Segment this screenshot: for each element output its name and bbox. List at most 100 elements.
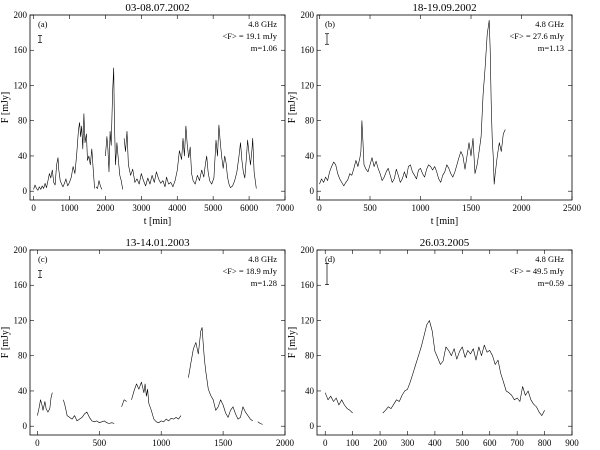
x-tick-label: 7000: [276, 203, 295, 213]
panel-title: 26.03.2005: [420, 237, 470, 249]
mean-flux-label: <F> = 49.5 mJy: [509, 266, 564, 276]
x-tick-label: 1500: [214, 438, 233, 448]
x-tick-label: 2000: [96, 203, 115, 213]
x-tick-label: 400: [428, 438, 442, 448]
error-bar-icon: [325, 33, 329, 45]
y-tick-label: 160: [301, 45, 315, 55]
y-tick-label: 160: [14, 280, 28, 290]
frequency-label: 4.8 GHz: [535, 19, 564, 29]
y-tick-label: 40: [305, 151, 315, 161]
x-tick-label: 500: [93, 438, 107, 448]
frequency-label: 4.8 GHz: [248, 254, 277, 264]
y-tick-label: 120: [14, 80, 28, 90]
plot-frame: [316, 14, 573, 201]
light-curve-segment-1: [319, 20, 506, 187]
y-axis-label: F [mJy]: [287, 327, 298, 358]
x-tick-label: 1000: [152, 438, 171, 448]
y-tick-label: 160: [14, 45, 28, 55]
x-tick-label: 600: [483, 438, 497, 448]
y-tick-label: 0: [23, 186, 28, 196]
y-tick-label: 200: [301, 10, 315, 20]
y-tick-label: 200: [301, 245, 315, 255]
x-tick-label: 500: [456, 438, 470, 448]
panel-title: 03-08.07.2002: [125, 2, 189, 14]
x-tick-label: 800: [538, 438, 552, 448]
y-axis-label: F [mJy]: [287, 92, 298, 123]
y-axis-label: F [mJy]: [0, 327, 11, 358]
modulation-index-label: m=1.06: [251, 43, 277, 53]
y-tick-label: 80: [305, 116, 315, 126]
frequency-label: 4.8 GHz: [535, 254, 564, 264]
x-axis-label: t [min]: [431, 216, 459, 227]
x-tick-label: 6000: [240, 203, 259, 213]
modulation-index-label: m=1.28: [251, 278, 277, 288]
y-tick-label: 40: [18, 386, 28, 396]
x-tick-label: 2500: [563, 203, 582, 213]
y-tick-label: 80: [305, 351, 315, 361]
y-tick-label: 40: [305, 386, 315, 396]
y-tick-label: 200: [14, 245, 28, 255]
x-tick-label: 100: [346, 438, 360, 448]
mean-flux-label: <F> = 18.9 mJy: [222, 266, 277, 276]
x-tick-label: 0: [35, 438, 40, 448]
mean-flux-label: <F> = 19.1 mJy: [222, 31, 277, 41]
chart-panel-3: 13-14.01.2003 0 500 1000 1500 2000 0 40 80 120 160…: [0, 237, 295, 448]
panel-letter: (a): [38, 19, 48, 29]
x-tick-label: 1500: [462, 203, 481, 213]
x-tick-label: 0: [323, 438, 328, 448]
x-tick-label: 0: [317, 203, 322, 213]
light-curve-segment-2: [63, 399, 115, 424]
light-curve-segment-2: [382, 320, 545, 416]
panel-letter: (b): [325, 19, 335, 29]
x-tick-label: 500: [363, 203, 377, 213]
y-tick-label: 120: [14, 315, 28, 325]
x-tick-label: 2000: [276, 438, 295, 448]
panel-title: 13-14.01.2003: [125, 237, 190, 249]
light-curve-segment-5: [188, 327, 253, 422]
x-tick-label: 3000: [132, 203, 151, 213]
light-curve-segment-2: [95, 180, 103, 190]
x-tick-label: 300: [401, 438, 415, 448]
error-bar-icon: [38, 270, 42, 278]
panel-letter: (d): [325, 254, 335, 264]
x-tick-label: 0: [31, 203, 36, 213]
x-tick-label: 2000: [513, 203, 532, 213]
chart-panel-4: 26.03.2005 0 100 200 300 400 500 600 700 800 900 0 4…: [287, 237, 579, 448]
x-axis-label: t [min]: [144, 216, 172, 227]
plot-frame: [316, 249, 573, 436]
light-curve-segment-1: [33, 113, 95, 191]
panel-letter: (c): [38, 254, 48, 264]
light-curve-segment-3: [121, 399, 127, 407]
y-axis-label: F [mJy]: [0, 92, 11, 123]
y-tick-label: 40: [18, 151, 28, 161]
panel-title: 18-19.09.2002: [412, 2, 476, 14]
y-tick-label: 200: [14, 10, 28, 20]
chart-panel-2: 18-19.09.2002 0 500 1000 1500 2000 2500 0 40 80 12…: [287, 2, 582, 227]
error-bar-icon: [38, 35, 42, 43]
frequency-label: 4.8 GHz: [248, 19, 277, 29]
y-tick-label: 0: [310, 186, 315, 196]
light-curve-segment-1: [324, 392, 353, 414]
error-bar-icon: [325, 263, 329, 285]
mean-flux-label: <F> = 27.6 mJy: [509, 31, 564, 41]
y-tick-label: 160: [301, 280, 315, 290]
y-tick-label: 80: [18, 351, 28, 361]
x-tick-label: 200: [373, 438, 387, 448]
modulation-index-label: m=1.13: [538, 43, 564, 53]
x-tick-label: 1000: [61, 203, 80, 213]
light-curve-segment-6: [257, 421, 263, 425]
y-tick-label: 80: [18, 116, 28, 126]
x-tick-label: 900: [565, 438, 579, 448]
light-curve-segment-1: [37, 392, 53, 416]
y-tick-label: 120: [301, 80, 315, 90]
y-tick-label: 0: [23, 421, 28, 431]
y-tick-label: 0: [310, 421, 315, 431]
light-curve-segment-4: [131, 381, 182, 423]
plot-frame: [29, 14, 286, 201]
light-curve-segment-3: [105, 67, 123, 190]
modulation-index-label: m=0.59: [538, 278, 564, 288]
plot-frame: [29, 249, 286, 436]
x-tick-label: 1000: [412, 203, 431, 213]
